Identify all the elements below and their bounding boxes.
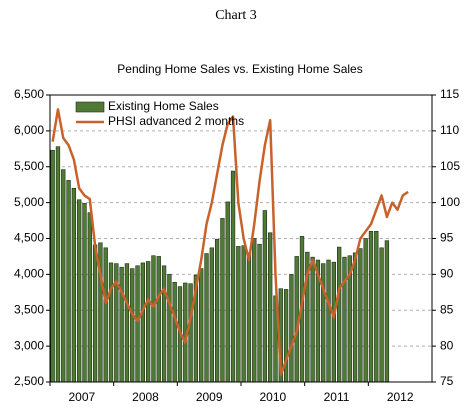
bar bbox=[283, 289, 289, 383]
bar bbox=[252, 238, 257, 383]
y2-tick-label: 105 bbox=[440, 159, 460, 173]
bar bbox=[172, 281, 177, 383]
chart-title: Chart 3 bbox=[215, 8, 257, 23]
y2-tick-label: 100 bbox=[440, 195, 460, 209]
bar bbox=[384, 240, 390, 383]
bar bbox=[82, 203, 87, 383]
plot-frame bbox=[49, 94, 433, 383]
y2-tick-label: 85 bbox=[440, 302, 454, 316]
y-tick-label: 5,000 bbox=[14, 195, 44, 209]
bar bbox=[225, 201, 230, 383]
x-tick-label: 2007 bbox=[68, 390, 95, 404]
bar bbox=[130, 268, 135, 383]
bar bbox=[326, 259, 331, 383]
y-tick-label: 3,500 bbox=[14, 302, 44, 316]
y-tick-label: 6,500 bbox=[14, 87, 44, 101]
bar bbox=[336, 246, 342, 383]
y-tick-label: 4,000 bbox=[14, 267, 44, 281]
y2-tick-label: 110 bbox=[440, 123, 459, 137]
bar bbox=[352, 252, 358, 383]
bar bbox=[331, 261, 337, 383]
bar bbox=[87, 212, 92, 383]
y2-tick-label: 115 bbox=[440, 87, 459, 101]
bar bbox=[103, 247, 108, 383]
y-tick-label: 2,500 bbox=[14, 374, 44, 388]
x-tick-label: 2009 bbox=[196, 390, 223, 404]
bar bbox=[50, 149, 55, 383]
bar bbox=[55, 146, 61, 383]
bar bbox=[214, 238, 220, 383]
bar bbox=[236, 246, 241, 383]
bar bbox=[246, 252, 252, 383]
bar bbox=[220, 218, 225, 383]
bar bbox=[204, 253, 209, 383]
bar bbox=[209, 247, 214, 383]
bar bbox=[188, 283, 193, 383]
bar bbox=[119, 266, 124, 383]
legend-label: PHSI advanced 2 months bbox=[108, 114, 244, 128]
bar bbox=[61, 169, 66, 383]
chart-subtitle: Pending Home Sales vs. Existing Home Sal… bbox=[117, 62, 362, 76]
y-tick-label: 6,000 bbox=[14, 123, 44, 137]
x-tick-label: 2012 bbox=[387, 390, 414, 404]
bar bbox=[167, 274, 172, 383]
bar bbox=[321, 263, 326, 383]
y2-tick-label: 80 bbox=[440, 338, 454, 352]
bar bbox=[268, 232, 273, 383]
bar bbox=[310, 256, 315, 383]
x-tick-label: 2011 bbox=[324, 390, 350, 404]
y-tick-label: 4,500 bbox=[14, 231, 44, 245]
y-tick-label: 5,500 bbox=[14, 159, 44, 173]
legend-swatch bbox=[75, 101, 105, 113]
bar bbox=[230, 170, 236, 383]
bar bbox=[379, 247, 384, 383]
x-tick-label: 2010 bbox=[259, 390, 286, 404]
bar bbox=[124, 263, 130, 383]
bar bbox=[199, 268, 204, 383]
bar bbox=[241, 245, 246, 383]
bar bbox=[156, 256, 161, 383]
y2-tick-label: 90 bbox=[440, 267, 454, 281]
bar bbox=[77, 199, 82, 383]
y2-tick-label: 75 bbox=[440, 374, 454, 388]
bar bbox=[358, 248, 363, 383]
y2-tick-label: 95 bbox=[440, 231, 454, 245]
bar bbox=[374, 231, 379, 383]
bar bbox=[108, 262, 114, 383]
bar bbox=[262, 210, 268, 383]
bar bbox=[289, 274, 294, 383]
bar bbox=[140, 262, 146, 383]
bar bbox=[92, 244, 98, 383]
bar bbox=[66, 180, 71, 383]
x-tick-label: 2008 bbox=[132, 390, 159, 404]
bar bbox=[363, 238, 368, 383]
bar bbox=[135, 265, 140, 383]
bar bbox=[161, 265, 167, 383]
y-tick-label: 3,000 bbox=[14, 338, 44, 352]
bar bbox=[257, 243, 262, 383]
line bbox=[51, 108, 409, 377]
bar bbox=[71, 187, 77, 383]
bar bbox=[151, 255, 156, 383]
bar bbox=[368, 231, 374, 383]
legend-label: Existing Home Sales bbox=[108, 99, 219, 113]
bar bbox=[342, 256, 347, 383]
bar bbox=[145, 261, 151, 383]
